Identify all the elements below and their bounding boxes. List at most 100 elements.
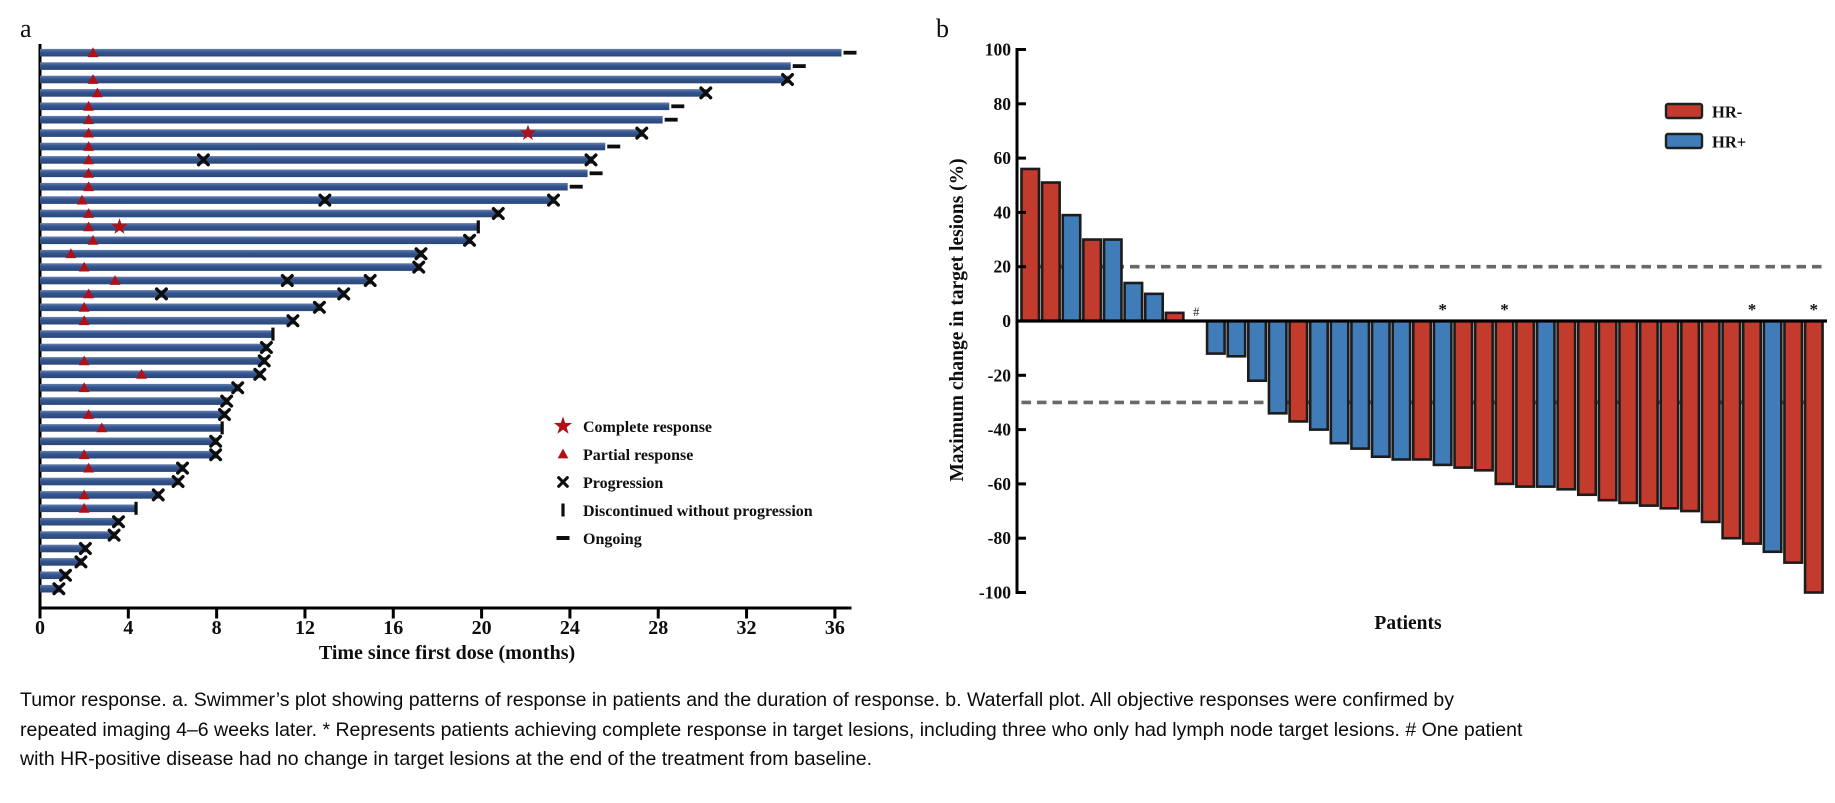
swimmer-x-tick-label: 0 — [35, 617, 45, 639]
progression-x-marker — [58, 568, 72, 582]
panel-a-label: a — [20, 14, 32, 43]
ongoing-dash-marker — [792, 64, 806, 68]
waterfall-bar — [1535, 319, 1556, 488]
swimmer-x-tick — [215, 609, 219, 619]
swimmer-bar — [40, 129, 643, 137]
progression-x-marker — [176, 461, 190, 475]
swimmer-bar — [40, 410, 226, 419]
waterfall-plot: # * * * * 100 80 60 40 20 0 -20 -40 -60 -80 -100 Maximum… — [947, 40, 1827, 634]
progression-x-marker — [257, 354, 271, 368]
progression-x-marker — [259, 341, 273, 354]
waterfall-legend-label: HR- — [1712, 103, 1742, 122]
cr-asterisk: * — [1500, 300, 1509, 319]
pr-triangle-marker — [87, 47, 99, 58]
swimmer-bar — [40, 450, 217, 459]
pr-triangle-marker — [83, 127, 94, 138]
swimmer-bar — [40, 571, 67, 580]
swimmer-plot: 0 4 8 12 16 20 24 28 32 36 Time since first dose (… — [35, 44, 857, 664]
waterfall-y-tick-label: 0 — [1002, 311, 1011, 331]
swimmer-bar — [40, 383, 239, 392]
swimmer-legend: Complete response Partial response Progres… — [553, 416, 813, 548]
pr-triangle-marker — [78, 449, 90, 460]
progression-x-marker — [491, 207, 505, 220]
legend-dash-icon — [556, 536, 570, 540]
pr-triangle-marker — [65, 248, 77, 259]
swimmer-bar — [40, 209, 500, 218]
waterfall-bar — [1741, 319, 1762, 545]
waterfall-bar — [1143, 292, 1165, 323]
swimmer-x-tick — [833, 609, 837, 619]
waterfall-y-tick — [1018, 210, 1026, 214]
swimmer-bar — [40, 48, 842, 57]
pr-triangle-marker — [83, 167, 94, 178]
swimmer-x-tick — [126, 609, 130, 619]
waterfall-bar — [1102, 238, 1123, 323]
pr-triangle-marker — [83, 181, 94, 192]
swimmer-x-tick — [38, 609, 42, 619]
swimmer-bar — [40, 531, 116, 539]
progression-x-marker — [635, 126, 649, 140]
waterfall-bar — [1350, 319, 1371, 450]
progression-x-marker — [52, 582, 66, 596]
figure-container: 0 4 8 12 16 20 24 28 32 36 Time since first dose (… — [35, 40, 1827, 664]
waterfall-bar — [1082, 238, 1103, 323]
progression-x-marker — [171, 475, 185, 488]
swimmer-bar — [40, 544, 87, 553]
progression-x-marker — [111, 515, 125, 529]
waterfall-bar — [1432, 319, 1453, 467]
progression-x-marker — [107, 528, 121, 542]
pr-triangle-marker — [83, 114, 94, 125]
swimmer-bar — [40, 558, 82, 566]
ongoing-dash-marker — [589, 171, 603, 176]
figure-svg: 0 4 8 12 16 20 24 28 32 36 Time since first dose (… — [35, 40, 1827, 664]
progression-x-marker — [546, 193, 560, 207]
waterfall-bar — [1494, 319, 1515, 486]
waterfall-zero-line — [1015, 319, 1827, 323]
waterfall-y-tick — [1018, 48, 1026, 51]
progression-x-marker — [78, 542, 92, 555]
pr-triangle-marker — [83, 462, 94, 473]
swimmer-bar — [40, 424, 222, 432]
swimmer-x-tick-label: 12 — [295, 617, 315, 639]
swimmer-bar — [40, 437, 217, 446]
legend-vbar-icon — [561, 503, 565, 517]
swimmer-bar — [40, 303, 321, 312]
discontinued-bar-marker — [476, 220, 480, 234]
progression-x-marker — [231, 381, 245, 395]
waterfall-bar — [1020, 167, 1041, 323]
waterfall-bar — [1267, 319, 1288, 415]
cr-star-marker — [553, 416, 573, 434]
waterfall-bar — [1721, 319, 1742, 540]
swimmer-bar — [40, 477, 180, 486]
panel-b-label: b — [936, 14, 949, 43]
swimmer-bar — [40, 142, 606, 151]
figure-caption: Tumor response. a. Swimmer’s plot showin… — [20, 689, 1523, 770]
swimmer-legend-label: Progression — [583, 475, 663, 492]
progression-x-marker — [312, 300, 326, 314]
swimmer-x-tick — [656, 609, 660, 619]
waterfall-y-axis-title: Maximum change in target lesions (%) — [947, 158, 968, 481]
progression-x-marker — [337, 287, 351, 301]
pr-triangle-marker — [78, 382, 90, 393]
progression-x-marker — [280, 274, 294, 287]
swimmer-bar — [40, 316, 294, 325]
pr-triangle-marker — [87, 74, 99, 84]
waterfall-bar — [1453, 319, 1474, 469]
waterfall-y-tick-label: 60 — [994, 148, 1012, 168]
ongoing-dash-marker — [664, 117, 678, 122]
swimmer-bar — [40, 370, 261, 379]
waterfall-bar — [1411, 319, 1433, 461]
progression-x-marker — [557, 476, 569, 488]
waterfall-bar — [1308, 319, 1329, 431]
waterfall-y-tick — [1018, 482, 1026, 486]
progression-x-marker — [151, 488, 165, 502]
swimmer-x-tick — [745, 609, 749, 619]
swimmer-bar — [40, 249, 422, 258]
progression-x-marker — [584, 153, 598, 167]
progression-x-marker — [220, 394, 234, 408]
pr-triangle-marker — [92, 87, 103, 98]
swimmer-legend-label: Complete response — [583, 419, 712, 436]
waterfall-bar — [1680, 319, 1701, 513]
waterfall-y-axis — [1015, 48, 1019, 594]
progression-x-marker — [318, 193, 332, 207]
